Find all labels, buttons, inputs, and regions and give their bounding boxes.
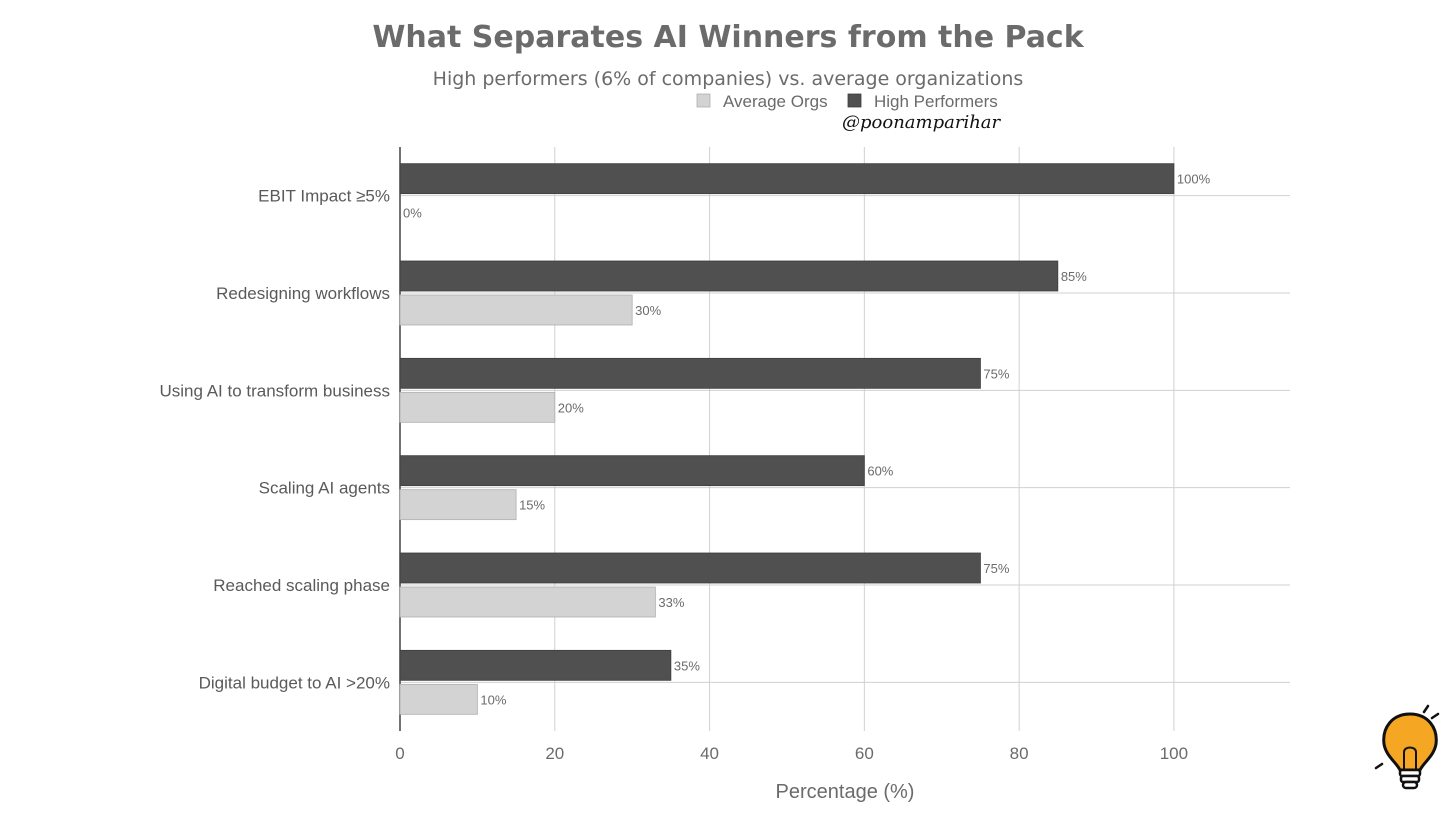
data-label-average-orgs: 15% (519, 498, 545, 513)
x-axis-title: Percentage (%) (776, 781, 915, 803)
bars (399, 163, 1175, 715)
category-label: Using AI to transform business (159, 381, 390, 400)
author-signature: @poonamparihar (842, 112, 1002, 133)
grid (399, 147, 1290, 731)
x-tick-label: 20 (545, 744, 564, 763)
legend: Average Orgs High Performers (696, 92, 998, 111)
lightbulb-icon (1374, 704, 1440, 790)
x-tick-labels: 0 20 40 60 80 100 (395, 744, 1188, 763)
legend-label: High Performers (874, 92, 998, 111)
data-label-high-performers: 60% (867, 464, 893, 479)
bar-high-performers (399, 455, 865, 487)
data-label-average-orgs: 33% (658, 595, 684, 610)
chart-title: What Separates AI Winners from the Pack (372, 20, 1084, 55)
data-label-high-performers: 75% (983, 561, 1009, 576)
bar-average-orgs (399, 586, 656, 618)
x-tick-label: 80 (1010, 744, 1029, 763)
bar-average-orgs (399, 683, 478, 715)
category-label: Digital budget to AI >20% (199, 673, 390, 692)
chart-subtitle: High performers (6% of companies) vs. av… (433, 68, 1024, 90)
category-label: EBIT Impact ≥5% (258, 187, 390, 206)
legend-label: Average Orgs (723, 92, 828, 111)
bar-high-performers (399, 163, 1175, 195)
legend-swatch (847, 93, 862, 108)
x-tick-label: 40 (700, 744, 719, 763)
category-label: Scaling AI agents (259, 479, 390, 498)
x-tick-label: 60 (855, 744, 874, 763)
bar-high-performers (399, 357, 981, 389)
category-label: Redesigning workflows (216, 284, 390, 303)
data-label-average-orgs: 20% (558, 400, 584, 415)
bar-average-orgs (399, 391, 556, 423)
data-label-average-orgs: 30% (635, 303, 661, 318)
bar-high-performers (399, 552, 981, 584)
bar-high-performers (399, 260, 1059, 292)
data-label-high-performers: 75% (983, 366, 1009, 381)
data-label-high-performers: 35% (674, 658, 700, 673)
legend-swatch (696, 93, 711, 108)
data-labels: 100% 0% 85% 30% 75% 20% 60% 15% 75% 33% 35% 10% (403, 172, 1211, 708)
data-label-average-orgs: 0% (403, 206, 422, 221)
bar-average-orgs (399, 489, 517, 521)
bar-average-orgs (399, 294, 633, 326)
category-labels: EBIT Impact ≥5% Redesigning workflows Usin… (159, 187, 390, 693)
category-label: Reached scaling phase (213, 576, 390, 595)
data-label-high-performers: 100% (1177, 172, 1211, 187)
data-label-average-orgs: 10% (480, 692, 506, 707)
data-label-high-performers: 85% (1061, 269, 1087, 284)
x-tick-label: 0 (395, 744, 404, 763)
x-tick-label: 100 (1160, 744, 1188, 763)
bar-high-performers (399, 649, 672, 681)
